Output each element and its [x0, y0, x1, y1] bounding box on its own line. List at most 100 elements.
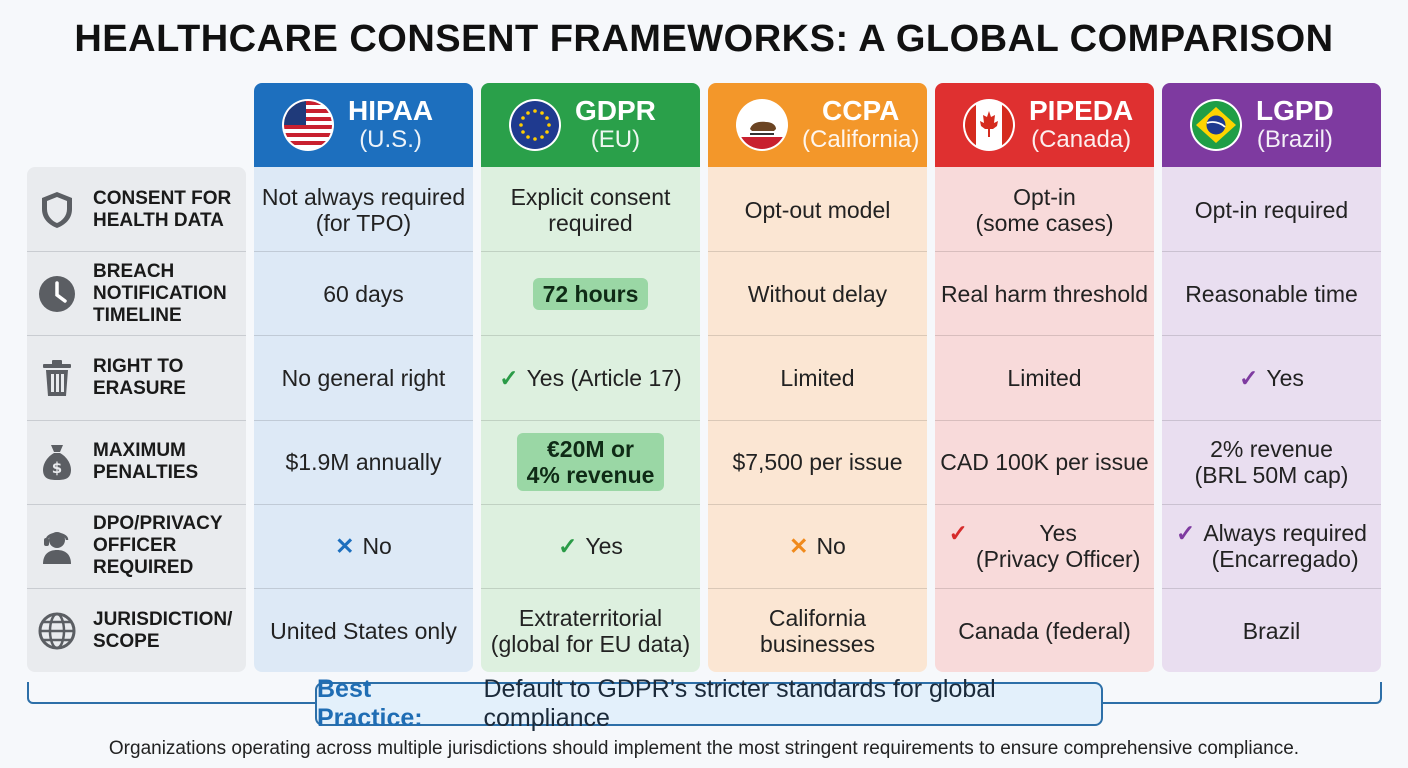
- money-bag-icon: $: [37, 442, 77, 482]
- cell-content: Canada (federal): [958, 618, 1131, 644]
- cell-content: Without delay: [748, 281, 887, 307]
- cell-text: Brazil: [1242, 617, 1301, 644]
- cell-pipeda-row-2: Real harm threshold: [935, 251, 1154, 336]
- cell-hipaa-row-4: $1.9M annually: [254, 420, 473, 505]
- column-hipaa: HIPAA (U.S.) Not always required (for TPO)…: [254, 83, 473, 672]
- cell-divider: [254, 588, 473, 589]
- column-body: Opt-in required Reasonable time ✓ Yes 2% rev…: [1162, 167, 1381, 672]
- cell-text: CAD 100K per issue: [940, 449, 1149, 476]
- cell-content: CAD 100K per issue: [940, 449, 1148, 475]
- cell-ccpa-row-3: Limited: [708, 335, 927, 420]
- cell-pipeda-row-5: ✓ Yes (Privacy Officer): [935, 504, 1154, 589]
- cell-divider: [1162, 251, 1381, 253]
- cell-hipaa-row-3: No general right: [254, 335, 473, 420]
- cell-hipaa-row-2: 60 days: [254, 251, 473, 336]
- column-pipeda: PIPEDA (Canada) Opt-in (some cases) Real ha…: [935, 83, 1154, 672]
- framework-title: LGPD: [1256, 95, 1334, 126]
- framework-title: PIPEDA: [1029, 95, 1134, 126]
- row-label-text: DPO/PRIVACY OFFICER REQUIRED: [93, 513, 223, 579]
- cell-divider: [1162, 335, 1381, 337]
- row-divider: [27, 588, 246, 589]
- cell-divider: [935, 335, 1154, 337]
- framework-title: HIPAA: [348, 95, 434, 126]
- globe-icon: [37, 611, 77, 651]
- framework-title: GDPR: [575, 95, 656, 126]
- cell-divider: [708, 335, 927, 337]
- cell-content: ✓ Yes (Privacy Officer): [949, 520, 1141, 572]
- check-icon: ✓: [499, 364, 519, 391]
- cell-text: United States only: [270, 617, 457, 644]
- cell-text: Explicit consent required: [510, 183, 671, 236]
- row-divider: [27, 251, 246, 253]
- cell-divider: [254, 335, 473, 337]
- column-header: HIPAA (U.S.): [254, 83, 473, 167]
- cell-content: ✓ Yes (Article 17): [499, 365, 681, 391]
- cell-hipaa-row-5: ✕ No: [254, 504, 473, 589]
- cell-content: ✓ Yes: [558, 533, 623, 559]
- cell-ccpa-row-2: Without delay: [708, 251, 927, 336]
- cell-ccpa-row-4: $7,500 per issue: [708, 420, 927, 505]
- cell-pipeda-row-6: Canada (federal): [935, 588, 1154, 672]
- brazil-flag-icon: [1190, 99, 1242, 151]
- check-icon: ✓: [558, 533, 578, 560]
- shield-icon: [37, 190, 77, 230]
- framework-title: CCPA: [822, 95, 900, 126]
- cell-text: $1.9M annually: [285, 449, 442, 476]
- cell-text: Yes: [585, 533, 623, 560]
- column-header: LGPD (Brazil): [1162, 83, 1381, 167]
- cell-divider: [708, 419, 927, 421]
- cell-content: Real harm threshold: [941, 281, 1148, 307]
- cell-divider: [708, 251, 927, 253]
- row-label-text: JURISDICTION/ SCOPE: [93, 608, 233, 652]
- cell-ccpa-row-6: California businesses: [708, 588, 927, 672]
- row-label-text: RIGHT TO ERASURE: [93, 355, 186, 399]
- page-title: HEALTHCARE CONSENT FRAMEWORKS: A GLOBAL …: [74, 18, 1334, 60]
- cell-content: Reasonable time: [1185, 281, 1358, 307]
- cell-text: Yes (Article 17): [526, 364, 682, 391]
- framework-name: GDPR (EU): [575, 96, 656, 154]
- row-labels: CONSENT FOR HEALTH DATA BREACH NOTIFICATI…: [27, 167, 246, 672]
- cell-content: Explicit consent required: [511, 184, 671, 236]
- cell-lgpd-row-5: ✓ Always required (Encarregado): [1162, 504, 1381, 589]
- cell-pipeda-row-4: CAD 100K per issue: [935, 420, 1154, 505]
- cell-text: Not always required (for TPO): [261, 183, 466, 236]
- cell-content: 2% revenue (BRL 50M cap): [1195, 436, 1349, 488]
- cell-divider: [935, 588, 1154, 589]
- column-ccpa: CCPA (California) Opt-out model Without del…: [708, 83, 927, 672]
- column-body: Not always required (for TPO) 60 days No g…: [254, 167, 473, 672]
- cross-icon: ✕: [789, 533, 809, 560]
- best-practice-text: Default to GDPR’s stricter standards for…: [483, 675, 996, 732]
- cell-text: Canada (federal): [958, 617, 1131, 644]
- framework-region: (Canada): [1031, 126, 1132, 153]
- column-body: Opt-out model Without delay Limited $7,500 …: [708, 167, 927, 672]
- clock-icon: [37, 274, 77, 314]
- cell-divider: [481, 335, 700, 337]
- cell-content: Limited: [780, 365, 854, 391]
- cell-ccpa-row-5: ✕ No: [708, 504, 927, 589]
- cell-text: Limited: [780, 364, 855, 391]
- cell-divider: [481, 503, 700, 505]
- cell-text: $7,500 per issue: [732, 449, 903, 476]
- cell-lgpd-row-6: Brazil: [1162, 588, 1381, 672]
- us-flag-icon: [282, 99, 334, 151]
- cell-divider: [935, 419, 1154, 421]
- cell-text: Yes: [1266, 364, 1304, 391]
- cell-content: €20M or 4% revenue: [516, 433, 665, 492]
- row-label-4: $ MAXIMUM PENALTIES: [27, 420, 246, 505]
- cell-text: Opt-in (some cases): [975, 183, 1114, 236]
- cell-text: No: [816, 533, 846, 560]
- cell-divider: [254, 503, 473, 505]
- row-label-text: BREACH NOTIFICATION TIMELINE: [93, 260, 227, 326]
- cell-content: Opt-out model: [745, 197, 891, 223]
- footer-note: Organizations operating across multiple …: [108, 738, 1300, 759]
- cell-content: Limited: [1007, 365, 1081, 391]
- cell-content: ✓ Yes: [1239, 365, 1304, 391]
- cell-text: No general right: [281, 364, 446, 391]
- row-divider: [27, 335, 246, 337]
- cell-hipaa-row-6: United States only: [254, 588, 473, 672]
- cell-content: $7,500 per issue: [732, 449, 902, 475]
- framework-region: (U.S.): [359, 126, 422, 153]
- cell-divider: [1162, 588, 1381, 589]
- row-label-2: BREACH NOTIFICATION TIMELINE: [27, 251, 246, 336]
- cell-content: California businesses: [760, 605, 875, 657]
